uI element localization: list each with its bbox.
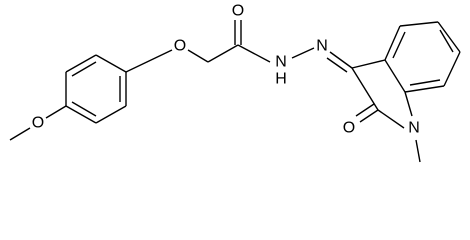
atom-label: N — [316, 38, 328, 55]
bond — [45, 105, 67, 119]
bond — [404, 91, 413, 117]
bond — [207, 44, 239, 63]
bond — [65, 54, 97, 73]
atom-label: N — [408, 120, 420, 137]
bond — [187, 49, 209, 63]
bond — [95, 54, 127, 73]
atom-label: O — [232, 3, 244, 20]
bond — [326, 57, 348, 73]
atom-label: H — [275, 71, 287, 88]
bond — [443, 51, 461, 87]
bond — [351, 59, 386, 69]
bond — [95, 105, 127, 124]
bond — [355, 103, 375, 117]
bond — [399, 21, 439, 27]
bond — [384, 25, 401, 61]
bond — [329, 51, 353, 69]
molecule-diagram: O O O N H N O N — [9, 3, 461, 163]
bond — [384, 59, 406, 93]
bond — [125, 49, 173, 73]
bond — [392, 31, 406, 59]
bond — [237, 44, 271, 63]
bond — [71, 61, 97, 77]
atom-label: N — [275, 54, 287, 71]
bond — [415, 139, 421, 163]
bond — [409, 79, 441, 86]
atom-label: O — [174, 38, 186, 55]
atom-label: O — [343, 120, 355, 137]
bond — [439, 29, 454, 53]
bond — [65, 105, 97, 124]
bond — [404, 85, 445, 93]
atom-label: O — [32, 115, 44, 132]
bond — [359, 109, 379, 123]
bond — [437, 21, 461, 53]
bond — [351, 67, 379, 111]
bond — [71, 101, 97, 117]
bonds — [9, 20, 461, 163]
bond — [377, 109, 405, 129]
bond — [291, 47, 315, 59]
bond — [9, 127, 31, 141]
